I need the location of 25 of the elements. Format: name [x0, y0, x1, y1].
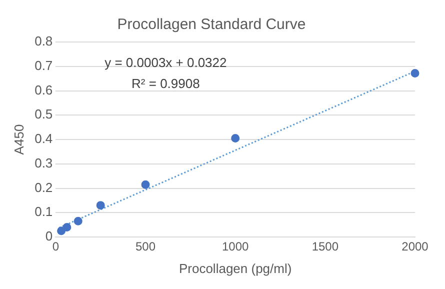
- x-tick-label: 2000: [402, 240, 429, 254]
- point: [141, 180, 150, 189]
- point: [57, 226, 66, 236]
- annotation: y = 0.0003x + 0.0322: [104, 55, 227, 70]
- y-axis-title: A450: [11, 124, 26, 155]
- point: [410, 68, 420, 78]
- y-tick-label: 0.4: [34, 131, 53, 146]
- annotation: R² = 0.9908: [132, 76, 200, 91]
- y-tick-label: 0.6: [34, 82, 53, 98]
- y-tick-label: 0.1: [34, 204, 53, 220]
- x-tick-label: 500: [135, 240, 156, 254]
- point: [74, 216, 82, 226]
- y-tick-label: 0.2: [34, 180, 53, 195]
- y-tick-label: 0: [45, 228, 53, 244]
- chart-title: Procollagen Standard Curve: [117, 16, 306, 34]
- y-tick-label: 0.8: [34, 34, 53, 49]
- point: [62, 223, 72, 232]
- y-tick-label: 0.5: [34, 106, 53, 122]
- x-tick-label: 1500: [312, 240, 339, 254]
- y-tick-label: 0.3: [34, 155, 53, 170]
- point: [96, 201, 105, 210]
- x-tick-label: 1000: [222, 240, 250, 254]
- x-axis-title: Procollagen (pg/ml): [178, 260, 292, 276]
- point: [231, 134, 240, 143]
- y-tick-label: 0.7: [34, 58, 53, 73]
